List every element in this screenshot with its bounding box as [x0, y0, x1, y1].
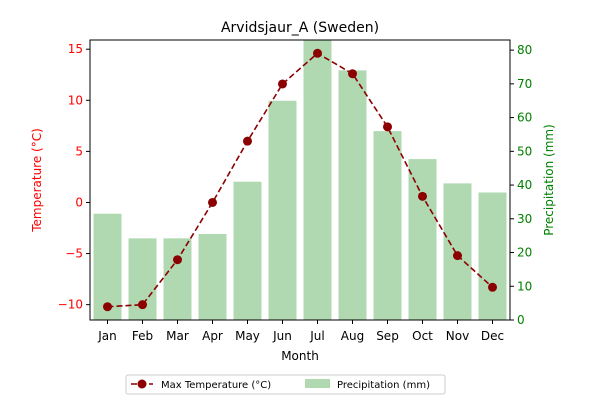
legend: Max Temperature (°C) Precipitation (mm)	[125, 374, 446, 395]
legend-temperature-swatch	[131, 379, 153, 389]
left-tick-label: 0	[75, 195, 83, 209]
x-tick-label-may: May	[235, 329, 260, 343]
right-precipitation-axis: 0 10 20 30 40 50 60 70 80	[510, 43, 532, 327]
precipitation-bar-jul	[303, 40, 332, 320]
temperature-point-sep	[383, 122, 392, 132]
x-tick-label-sep: Sep	[376, 329, 399, 343]
right-tick-label: 60	[517, 111, 532, 125]
plot-frame	[89, 39, 511, 321]
right-tick-label: 70	[517, 77, 532, 91]
right-tick-label: 40	[517, 178, 532, 192]
temperature-point-jul	[313, 48, 322, 58]
legend-precipitation-swatch	[305, 379, 330, 388]
right-tick-label: 20	[517, 246, 532, 260]
x-axis-label: Month	[281, 349, 319, 363]
left-axis-label: Temperature (°C)	[30, 128, 44, 233]
legend-temperature-marker	[137, 379, 147, 389]
precipitation-bar-jun	[268, 100, 297, 320]
temperature-line	[107, 52, 494, 308]
precipitation-bar-oct	[408, 159, 437, 320]
x-month-axis: Jan Feb Mar Apr May Jun Jul Aug Sep Oct Nov Dec	[97, 320, 504, 343]
temperature-point-jan	[103, 302, 112, 312]
right-tick-label: 80	[517, 43, 532, 57]
left-tick-label: 5	[75, 144, 83, 158]
left-tick-label: −10	[58, 298, 83, 312]
temperature-point-feb	[138, 300, 147, 310]
legend-temperature-label: Max Temperature (°C)	[161, 380, 271, 391]
x-tick-label-nov: Nov	[446, 329, 469, 343]
precipitation-bar-apr	[198, 233, 227, 320]
x-tick-label-mar: Mar	[166, 329, 189, 343]
temperature-point-aug	[348, 69, 357, 79]
chart-title: Arvidsjaur_A (Sweden)	[221, 20, 379, 36]
temperature-point-apr	[208, 197, 217, 207]
right-tick-label: 50	[517, 144, 532, 158]
precipitation-bar-mar	[163, 238, 192, 320]
precipitation-bar-aug	[338, 70, 367, 320]
x-tick-label-apr: Apr	[202, 329, 223, 343]
right-tick-label: 30	[517, 212, 532, 226]
temperature-point-may	[243, 136, 252, 146]
temperature-point-nov	[453, 251, 462, 261]
left-tick-label: 15	[68, 42, 83, 56]
temperature-point-mar	[173, 255, 182, 265]
x-tick-label-aug: Aug	[341, 329, 364, 343]
x-tick-label-dec: Dec	[481, 329, 504, 343]
left-tick-label: −5	[65, 247, 83, 261]
temperature-point-jun	[278, 79, 287, 89]
x-tick-label-oct: Oct	[412, 329, 433, 343]
right-tick-label: 0	[517, 313, 525, 327]
precipitation-bar-dec	[478, 192, 507, 320]
right-axis-label: Precipitation (mm)	[542, 124, 556, 236]
temperature-line-series	[103, 48, 497, 312]
x-tick-label-jan: Jan	[97, 329, 117, 343]
x-tick-label-jun: Jun	[272, 329, 292, 343]
left-tick-label: 10	[68, 93, 83, 107]
legend-frame	[125, 374, 446, 395]
x-tick-label-feb: Feb	[132, 329, 153, 343]
right-tick-label: 10	[517, 279, 532, 293]
temperature-point-oct	[418, 191, 427, 201]
left-temperature-axis: −10 −5 0 5 10 15	[58, 42, 90, 312]
legend-precipitation-label: Precipitation (mm)	[337, 380, 430, 391]
temperature-point-dec	[488, 282, 497, 292]
precipitation-bar-sep	[373, 131, 402, 320]
precipitation-bar-may	[233, 181, 262, 320]
precipitation-bars	[93, 40, 507, 320]
x-tick-label-jul: Jul	[309, 329, 324, 343]
